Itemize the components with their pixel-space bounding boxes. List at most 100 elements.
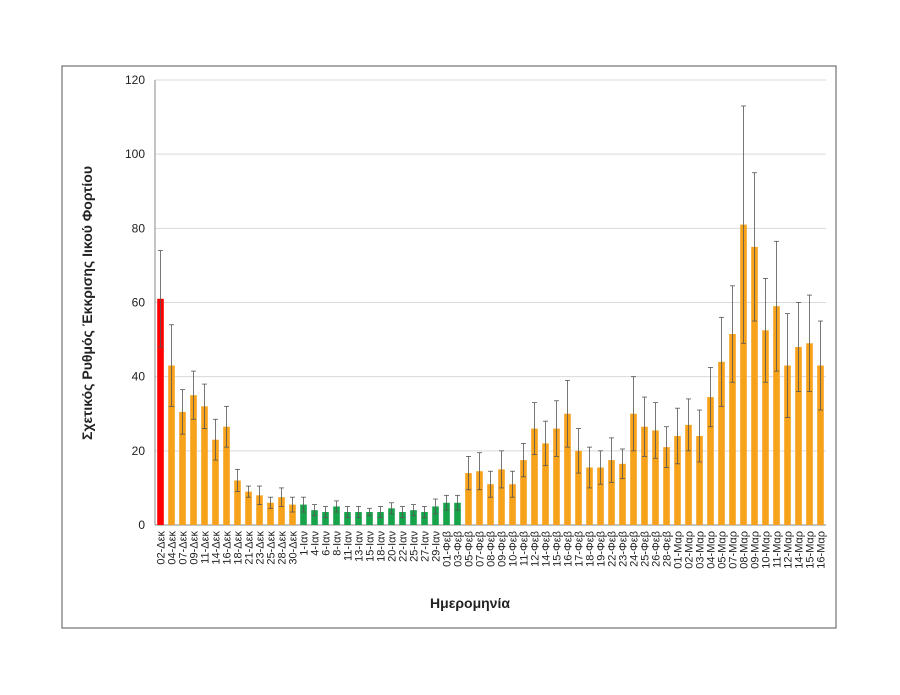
bar (542, 443, 549, 525)
x-tick-label: 11-Δεκ (200, 531, 212, 564)
error-bar (180, 389, 185, 435)
error-bar (576, 428, 581, 474)
bar (762, 330, 769, 525)
y-tick-label: 60 (132, 296, 146, 310)
error-bar (367, 507, 372, 517)
x-tick-label: 13-Ιαν (354, 531, 366, 562)
error-bar (730, 285, 735, 383)
x-tick-label: 22-Φεβ (607, 531, 619, 567)
bar (212, 439, 219, 525)
x-tick-label: 20-Ιαν (387, 531, 399, 562)
error-bar (741, 105, 746, 344)
bar (377, 512, 384, 525)
error-bar (532, 402, 537, 455)
error-bar (345, 506, 350, 518)
error-bar (697, 409, 702, 463)
bar (190, 395, 197, 525)
error-bar (290, 496, 295, 513)
x-tick-label: 03-Φεβ (453, 531, 465, 567)
x-tick-label: 07-Δεκ (178, 531, 190, 565)
y-tick-label: 100 (125, 147, 145, 161)
x-tick-label: 07-Φεβ (475, 531, 487, 567)
error-bar (268, 496, 273, 509)
bar (344, 512, 351, 525)
error-bar (796, 302, 801, 392)
error-bar (719, 316, 724, 407)
x-tick-label: 15-Μαρ (805, 531, 817, 569)
x-tick-label: 1-Ιαν (299, 531, 311, 556)
x-tick-label: 15-Φεβ (552, 531, 564, 567)
error-bar (763, 277, 768, 383)
error-bar (433, 498, 438, 515)
error-bar (312, 504, 317, 517)
bar (817, 365, 824, 525)
bar (608, 460, 615, 525)
bar (652, 430, 659, 525)
bar (575, 450, 582, 525)
x-tick-label: 24-Φεβ (629, 531, 641, 567)
x-tick-label: 28-Δεκ (277, 531, 289, 565)
error-bar (807, 294, 812, 392)
bar (289, 504, 296, 525)
x-tick-label: 16-Μαρ (816, 531, 828, 569)
error-bar (510, 470, 515, 498)
error-bar (213, 418, 218, 461)
error-bar (158, 250, 163, 348)
error-bar (785, 313, 790, 418)
x-tick-label: 10-Φεβ (508, 531, 520, 567)
bar (685, 424, 692, 525)
bar (520, 460, 527, 525)
error-bar (499, 450, 504, 489)
error-bar (246, 485, 251, 498)
x-tick-label: 4-Ιαν (310, 531, 322, 556)
bar (564, 413, 571, 525)
bar (300, 504, 307, 525)
bar (553, 428, 560, 525)
x-tick-label: 12-Φεβ (530, 531, 542, 567)
x-tick-label: 18-Ιαν (376, 531, 388, 562)
bar (696, 436, 703, 525)
error-bar (477, 452, 482, 491)
bar (168, 365, 175, 525)
bar (256, 495, 263, 525)
bar (487, 484, 494, 525)
y-tick-label: 40 (132, 370, 146, 384)
bar (806, 343, 813, 525)
bar (267, 502, 274, 525)
error-bar (257, 485, 262, 506)
error-bar (664, 426, 669, 468)
bar (707, 397, 714, 525)
bar (454, 502, 461, 525)
x-tick-label: 15-Ιαν (365, 531, 377, 562)
bar (201, 406, 208, 525)
error-bar (554, 400, 559, 457)
error-bar (708, 366, 713, 428)
x-tick-label: 08-Φεβ (486, 531, 498, 567)
error-bar (411, 504, 416, 517)
x-tick-label: 25-Δεκ (266, 531, 278, 565)
bar (421, 512, 428, 525)
y-tick-label: 120 (125, 73, 145, 87)
error-bar (169, 324, 174, 407)
y-tick-label: 0 (138, 518, 145, 532)
bar (388, 508, 395, 525)
x-tick-label: 17-Φεβ (574, 531, 586, 567)
x-tick-label: 14-Μαρ (794, 531, 806, 569)
x-tick-label: 04-Μαρ (706, 531, 718, 569)
error-bar (686, 398, 691, 452)
bar (234, 480, 241, 525)
error-bar (422, 506, 427, 518)
x-tick-label: 30-Δεκ (288, 531, 300, 565)
error-bar (752, 172, 757, 322)
bar (509, 484, 516, 525)
error-bar (400, 506, 405, 518)
x-tick-label: 8-Ιαν (332, 531, 344, 556)
x-tick-label: 29-Ιαν (431, 531, 443, 562)
x-axis-label: Ημερομηνία (430, 595, 510, 611)
error-bar (356, 506, 361, 518)
x-tick-label: 25-Ιαν (409, 531, 421, 562)
x-tick-label: 09-Μαρ (750, 531, 762, 569)
bar (630, 413, 637, 525)
x-tick-label: 02-Δεκ (156, 531, 168, 565)
